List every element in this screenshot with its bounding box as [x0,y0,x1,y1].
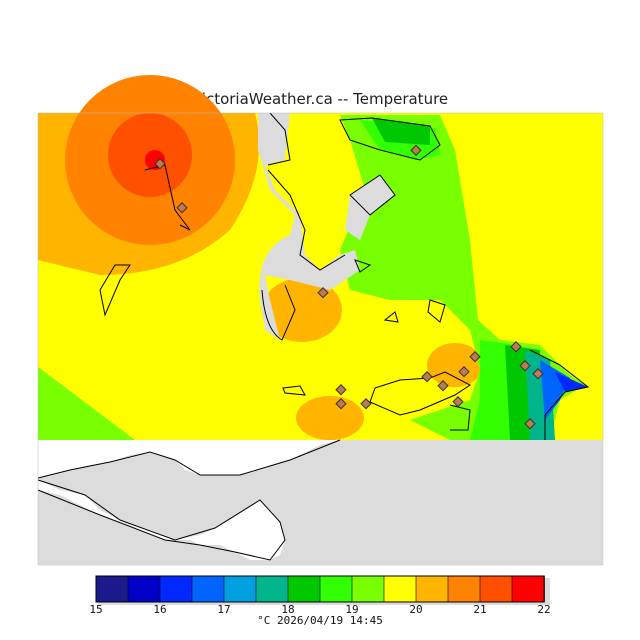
legend-swatch [479,575,513,603]
legend-frame [95,575,545,603]
legend-swatches [95,575,545,603]
legend-tick-label: 22 [537,603,550,616]
legend-swatch [95,575,129,603]
station-marker [410,144,422,156]
legend-tick-label: 17 [217,603,230,616]
legend-swatch [287,575,321,603]
map-frame [37,112,604,566]
legend-tick-label: 15 [89,603,102,616]
temp-zone-15-se [555,372,588,392]
station-markers [154,144,544,430]
station-marker [317,287,329,299]
legend-tick-label: 20 [409,603,422,616]
land-no-data [38,440,603,565]
station-marker [532,368,544,380]
station-marker [458,366,470,378]
land-peninsula [38,480,285,560]
legend-tick-label: 19 [345,603,358,616]
legend-tick-label: 18 [281,603,294,616]
temp-zone-18-east [372,118,430,145]
temp-zone-21-east [427,343,483,387]
legend-swatch [415,575,449,603]
legend-tick-label: 16 [153,603,166,616]
station-marker [524,418,536,430]
water-channel-north [258,113,360,340]
legend-swatch [383,575,417,603]
legend-swatch [191,575,225,603]
legend-tick-label: 21 [473,603,486,616]
station-marker [176,202,188,214]
temperature-map [37,75,604,566]
legend-swatch [351,575,385,603]
legend-swatch [223,575,257,603]
legend-ticks: 15 16 17 18 19 20 21 22 [89,603,550,616]
temp-zone-16-se [540,360,570,420]
legend-swatch [159,575,193,603]
land-olympic [38,440,340,478]
station-marker [154,158,166,170]
temp-zone-19-west [38,367,135,440]
station-marker [519,360,531,372]
station-marker [469,351,481,363]
legend-swatch [319,575,353,603]
station-marker [452,396,464,408]
legend-swatch [447,575,481,603]
legend-swatch [255,575,289,603]
station-marker [437,380,449,392]
legend-swatch [511,575,545,603]
station-marker [335,384,347,396]
station-marker [510,341,522,353]
temp-zone-21-south [296,396,364,440]
station-marker [335,398,347,410]
station-marker [360,398,372,410]
station-marker [421,371,433,383]
legend-footer: °C 2026/04/19 14:45 [257,614,383,627]
map-title: VictoriaWeather.ca -- Temperature [191,90,449,108]
water-inlet-east [345,175,395,240]
legend-swatch [127,575,161,603]
